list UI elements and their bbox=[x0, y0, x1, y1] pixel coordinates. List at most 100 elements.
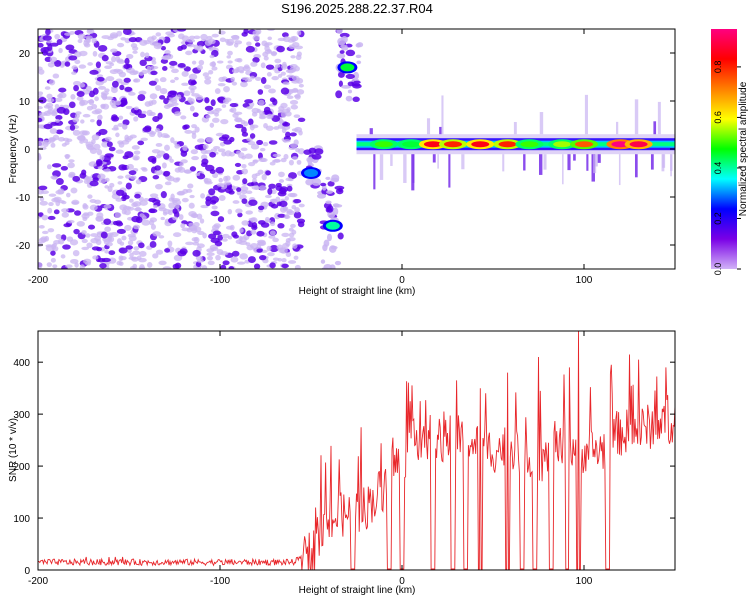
spectrogram-noise-blob bbox=[186, 43, 196, 48]
spectrogram-noise-blob bbox=[272, 257, 280, 261]
spectrogram-blob bbox=[330, 177, 340, 183]
spectrogram-blob bbox=[316, 193, 327, 199]
spectrogram-noise-blob bbox=[185, 241, 194, 246]
spectrogram-noise-blob bbox=[38, 140, 45, 147]
x-tick-label: 100 bbox=[576, 275, 593, 286]
spectrogram-noise-blob bbox=[139, 200, 148, 206]
spectrogram-noise-blob bbox=[116, 69, 124, 75]
spectrogram-noise-blob bbox=[217, 30, 226, 35]
spectrogram-noise-blob bbox=[53, 196, 62, 202]
spectrogram-noise-blob bbox=[65, 44, 75, 51]
spectrogram-noise-blob bbox=[87, 194, 93, 199]
spectrogram-streak bbox=[523, 154, 526, 171]
spectrogram-noise-blob bbox=[132, 155, 140, 161]
spectrogram-noise-blob bbox=[67, 219, 75, 224]
spectrogram-noise-blob bbox=[231, 250, 240, 257]
spectrogram-noise-blob bbox=[288, 172, 297, 180]
spectrogram-noise-blob bbox=[289, 64, 298, 69]
spectrogram-noise-blob bbox=[281, 263, 289, 269]
spectrogram-noise-blob bbox=[51, 243, 57, 250]
spectrogram-noise-blob bbox=[89, 204, 98, 211]
spectrogram-noise-blob bbox=[38, 42, 44, 48]
spectrogram-noise-blob bbox=[207, 38, 216, 45]
spectrogram-noise-blob bbox=[294, 264, 301, 269]
spectrogram-noise-blob bbox=[257, 205, 265, 211]
spectrogram-noise-blob bbox=[164, 248, 171, 253]
spectrogram-noise-blob bbox=[210, 99, 216, 107]
spectrogram-noise-blob bbox=[155, 85, 162, 92]
spectrogram-streak bbox=[634, 154, 638, 178]
spectrogram-noise-blob bbox=[87, 146, 95, 151]
spectrogram-noise-blob bbox=[270, 204, 279, 209]
spectrogram-peak bbox=[340, 63, 355, 72]
spectrogram-noise-blob bbox=[109, 182, 115, 188]
spectrogram-blob bbox=[345, 73, 355, 79]
spectrogram-noise-blob bbox=[269, 262, 276, 269]
spectrogram-noise-blob bbox=[153, 204, 158, 209]
spectrogram-streak bbox=[670, 154, 672, 177]
spectrogram-noise-blob bbox=[230, 76, 236, 82]
spectrogram-noise-blob bbox=[227, 208, 233, 215]
spectrogram-noise-blob bbox=[282, 122, 291, 127]
spectrogram-noise-blob bbox=[54, 33, 61, 40]
spectrogram-noise-blob bbox=[255, 29, 262, 35]
spectrogram-noise-blob bbox=[146, 36, 155, 43]
spectrogram-blob bbox=[339, 50, 345, 54]
spectrogram-noise-blob bbox=[169, 158, 174, 163]
spectrogram-blob bbox=[338, 187, 343, 193]
spectrogram-noise-blob bbox=[62, 244, 71, 250]
spectrogram-noise-blob bbox=[74, 210, 82, 216]
spectrogram-noise-blob bbox=[111, 115, 120, 122]
spectrogram-noise-blob bbox=[115, 149, 124, 154]
spectrogram-noise-blob bbox=[269, 230, 276, 236]
spectrogram-noise-blob bbox=[172, 216, 178, 221]
spectrogram-noise-blob bbox=[291, 204, 297, 210]
spectrogram-noise-blob bbox=[292, 243, 298, 249]
spectrogram-noise-blob bbox=[204, 97, 210, 104]
spectrogram-noise-blob bbox=[282, 81, 290, 86]
spectrogram-marks bbox=[38, 29, 675, 269]
spectrogram-noise-blob bbox=[215, 254, 221, 261]
spectrogram-noise-blob bbox=[49, 56, 58, 63]
spectrogram-noise-blob bbox=[60, 165, 69, 171]
spectrogram-noise-blob bbox=[155, 128, 161, 133]
spectrogram-noise-blob bbox=[92, 255, 99, 260]
x-tick-label: -100 bbox=[210, 275, 230, 286]
spectrogram-streak bbox=[650, 154, 654, 170]
colorbar-label: Normalized spectral amplitude bbox=[738, 81, 749, 216]
spectrogram-noise-blob bbox=[268, 140, 278, 145]
y-tick-label: 20 bbox=[19, 49, 31, 60]
spectrogram-noise-blob bbox=[47, 228, 55, 233]
spectrogram-streak bbox=[661, 154, 665, 172]
spectrogram-noise-blob bbox=[82, 113, 91, 118]
spectrogram-noise-blob bbox=[271, 159, 281, 163]
spectrogram-noise-blob bbox=[38, 106, 43, 110]
spectrogram-noise-blob bbox=[282, 206, 289, 212]
spectrogram-noise-blob bbox=[188, 85, 197, 91]
spectrogram-noise-blob bbox=[268, 183, 276, 189]
spectrogram-noise-blob bbox=[297, 117, 306, 122]
spectrogram-blob bbox=[320, 259, 326, 264]
spectrogram-noise-blob bbox=[224, 181, 232, 186]
spectrogram-blob bbox=[326, 233, 332, 242]
spectrogram-noise-blob bbox=[254, 186, 260, 190]
spectrogram-noise-blob bbox=[46, 93, 53, 99]
spectrogram-noise-blob bbox=[268, 235, 276, 239]
spectrogram-noise-blob bbox=[172, 263, 180, 269]
spectrogram-noise-blob bbox=[148, 208, 156, 213]
spectrogram-noise-blob bbox=[72, 250, 80, 257]
spectrogram-noise-blob bbox=[134, 193, 141, 199]
spectrogram-noise-blob bbox=[53, 209, 60, 215]
spectrogram-noise-blob bbox=[158, 260, 167, 266]
spectrogram-noise-blob bbox=[172, 208, 178, 215]
spectrogram-noise-blob bbox=[104, 226, 112, 232]
spectrogram-noise-blob bbox=[282, 139, 291, 143]
spectrogram-streak bbox=[539, 112, 544, 135]
spectrogram-noise-blob bbox=[148, 80, 157, 86]
spectrogram-noise-blob bbox=[141, 110, 147, 114]
spectrogram-noise-blob bbox=[44, 56, 52, 63]
spectrogram-noise-blob bbox=[256, 230, 265, 237]
spectrogram-noise-blob bbox=[210, 200, 217, 205]
spectrogram-noise-blob bbox=[105, 61, 113, 65]
